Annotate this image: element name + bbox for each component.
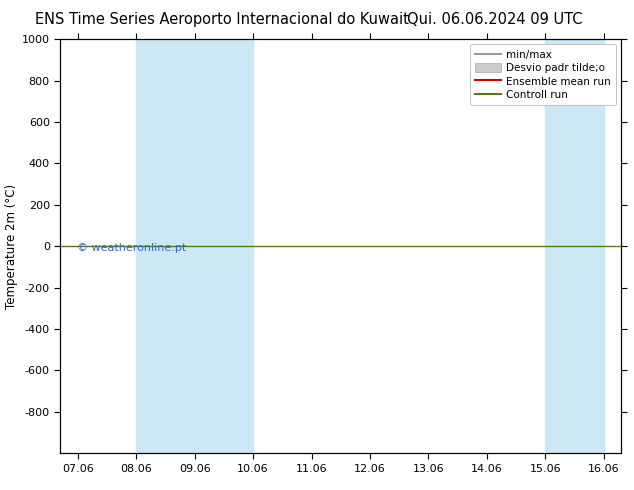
Text: © weatheronline.pt: © weatheronline.pt xyxy=(77,244,186,253)
Y-axis label: Temperature 2m (°C): Temperature 2m (°C) xyxy=(4,184,18,309)
Bar xyxy=(545,39,604,453)
Text: Qui. 06.06.2024 09 UTC: Qui. 06.06.2024 09 UTC xyxy=(407,12,582,27)
Legend: min/max, Desvio padr tilde;o, Ensemble mean run, Controll run: min/max, Desvio padr tilde;o, Ensemble m… xyxy=(470,45,616,105)
Text: ENS Time Series Aeroporto Internacional do Kuwait: ENS Time Series Aeroporto Internacional … xyxy=(35,12,409,27)
Bar xyxy=(136,39,253,453)
